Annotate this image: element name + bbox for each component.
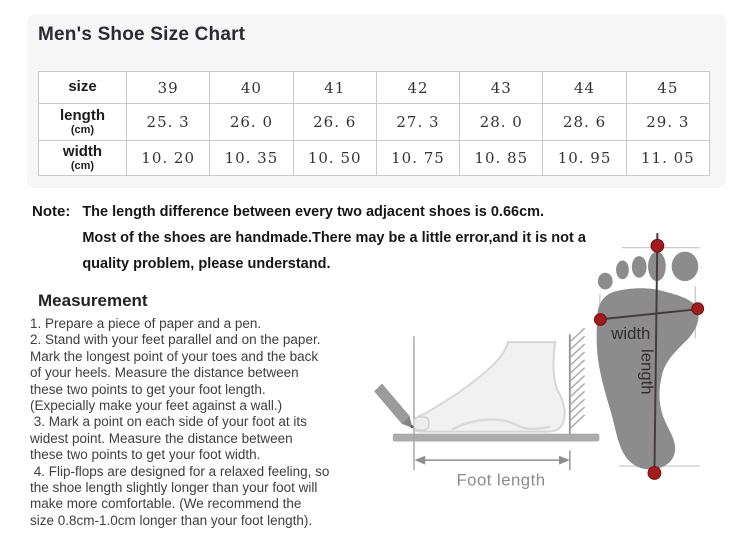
marker-dot-bottom	[647, 466, 662, 480]
row-header-width: width (cm)	[38, 140, 127, 176]
length-label: length	[638, 349, 657, 395]
footprint-sole	[596, 288, 699, 470]
measurement-diagram: Foot length width length	[374, 232, 705, 490]
size-cell: 42	[375, 71, 461, 104]
footprint-toe-4	[616, 260, 629, 280]
note-label: Note:	[32, 203, 71, 220]
footprint-illustration: width length	[593, 232, 705, 480]
instruction-line: these two points to get your foot length…	[30, 381, 266, 397]
length-cell: 25. 3	[125, 103, 211, 141]
note-lines: The length difference between every two …	[82, 199, 586, 277]
size-cell: 41	[292, 71, 377, 104]
width-cell: 10. 75	[375, 140, 461, 176]
size-cell: 45	[625, 71, 711, 104]
instruction-line: the shoe length slightly longer than you…	[30, 480, 318, 496]
length-cell: 26. 0	[209, 103, 294, 141]
size-cell: 39	[125, 71, 211, 104]
instruction-line: widest point. Measure the distance betwe…	[30, 430, 293, 446]
marker-dot-right	[691, 302, 705, 316]
row-unit-length: (cm)	[70, 124, 95, 137]
width-measure-line	[598, 308, 698, 321]
wall-hatching	[570, 327, 586, 429]
footprint-toe-3	[631, 256, 647, 278]
footprint-toe-5	[597, 272, 613, 290]
table-row-size: size 39 40 41 42 43 44 45	[38, 71, 711, 104]
width-cell: 10. 85	[459, 140, 544, 176]
row-unit-width: (cm)	[70, 160, 95, 173]
length-cell: 29. 3	[625, 103, 711, 141]
marker-dot-top	[650, 238, 665, 253]
foot-length-arrow	[414, 450, 571, 470]
width-cell: 10. 50	[292, 140, 377, 176]
row-label-length: length	[60, 106, 105, 124]
marker-dot-left	[593, 313, 607, 326]
instruction-line: Mark the longest point of your toes and …	[30, 348, 319, 364]
row-label-width: width	[62, 142, 103, 160]
instruction-line: these two points to get your foot width.	[30, 447, 261, 463]
width-cell: 10. 95	[542, 140, 627, 176]
pen-icon	[374, 383, 410, 424]
length-cell: 26. 6	[292, 103, 377, 141]
row-header-length: length (cm)	[38, 103, 127, 141]
row-header-size: size	[38, 71, 127, 104]
instruction-line: size 0.8cm-1.0cm longer than your foot l…	[30, 512, 313, 528]
foot-outline	[414, 341, 566, 433]
length-cell: 28. 0	[459, 103, 544, 141]
width-cell: 10. 20	[125, 140, 211, 176]
measurement-instructions: 1. Prepare a piece of paper and a pen. 2.…	[30, 316, 395, 529]
length-measure-line	[653, 232, 659, 473]
table-row-width: width (cm) 10. 20 10. 35 10. 50 10. 75 1…	[38, 140, 711, 176]
instruction-line: 4. Flip-flops are designed for a relaxed…	[30, 463, 330, 479]
row-label-size: size	[68, 78, 97, 96]
width-cell: 11. 05	[625, 140, 711, 176]
width-label: width	[610, 324, 650, 343]
page-title: Men's Shoe Size Chart	[38, 24, 246, 45]
table-row-length: length (cm) 25. 3 26. 0 26. 6 27. 3 28. …	[38, 103, 711, 141]
size-cell: 40	[209, 71, 294, 104]
ground-bar	[392, 433, 600, 442]
instruction-line: 1. Prepare a piece of paper and a pen.	[30, 316, 262, 331]
instruction-line: make more comfortable. (We recommend the	[30, 496, 302, 512]
big-toe-detail	[413, 416, 430, 431]
pen-tip	[401, 415, 413, 428]
instruction-line: 2. Stand with your feet parallel and on …	[30, 332, 321, 348]
note-section: Note: The length difference between ever…	[32, 199, 586, 277]
foot-length-label: Foot length	[456, 471, 545, 490]
note-line: Most of the shoes are handmade.There may…	[82, 230, 586, 246]
width-cell: 10. 35	[209, 140, 294, 176]
measurement-heading: Measurement	[38, 291, 148, 310]
pen-nib	[410, 425, 414, 429]
size-table: size 39 40 41 42 43 44 45 length (cm) 25…	[38, 71, 711, 176]
instruction-line: of your heels. Measure the distance betw…	[30, 365, 299, 381]
length-cell: 28. 6	[542, 103, 627, 141]
size-cell: 44	[542, 71, 627, 104]
footprint-big-toe	[671, 251, 699, 282]
foot-side-view-illustration: Foot length	[374, 327, 600, 490]
note-line: The length difference between every two …	[82, 204, 545, 220]
arch-detail	[451, 418, 551, 431]
instruction-line: 3. Mark a point on each side of your foo…	[30, 414, 307, 430]
note-line: quality problem, please understand.	[82, 256, 331, 272]
length-cell: 27. 3	[375, 103, 461, 141]
instruction-line: (Expecially make your feet against a wal…	[30, 398, 283, 414]
size-cell: 43	[459, 71, 544, 104]
